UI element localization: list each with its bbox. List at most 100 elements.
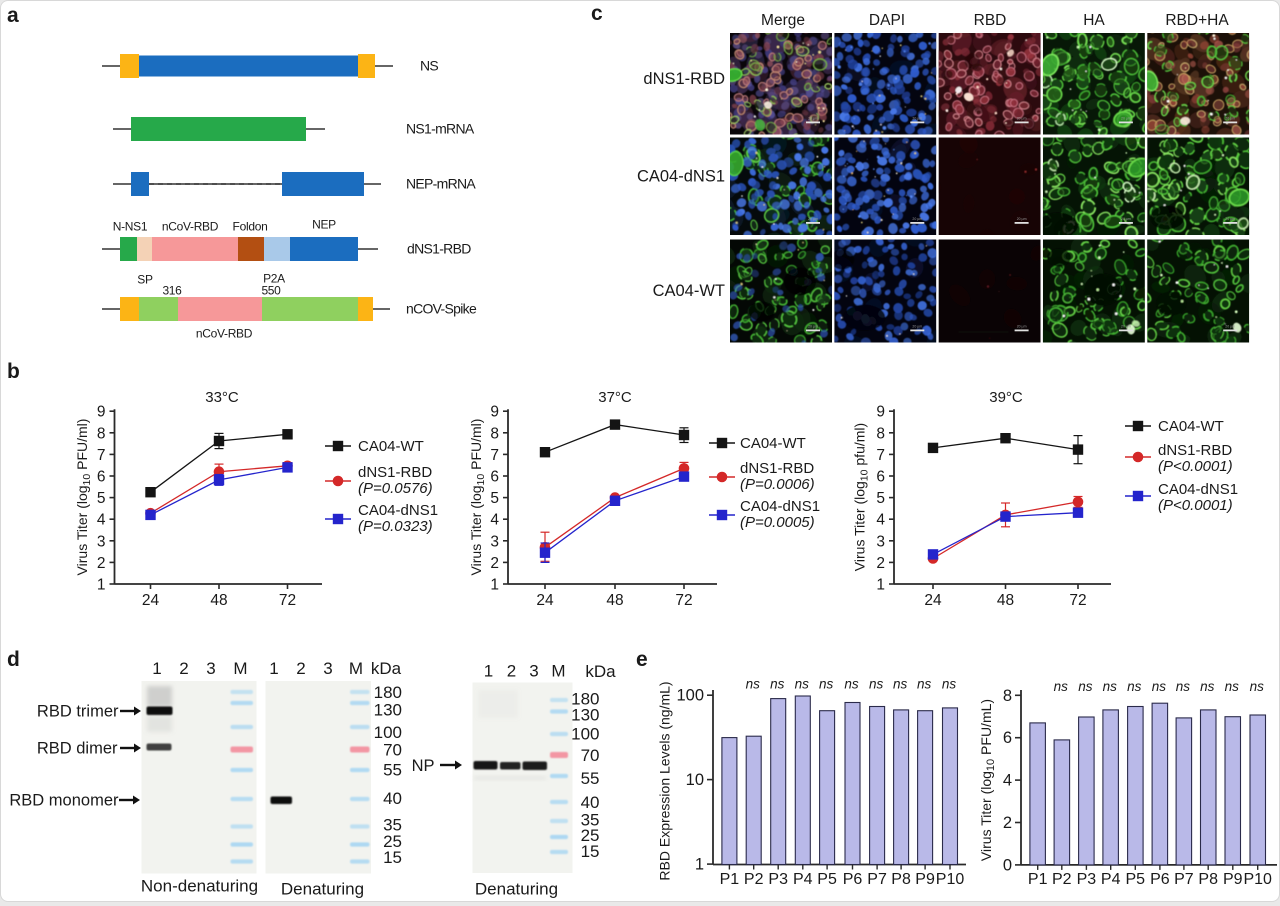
svg-text:24: 24 (536, 592, 554, 609)
svg-text:20 µm: 20 µm (1225, 117, 1235, 121)
svg-text:P10: P10 (936, 871, 965, 888)
svg-text:6: 6 (1003, 729, 1012, 747)
svg-text:NS1-mRNA: NS1-mRNA (406, 121, 475, 137)
svg-text:CA04-dNS1: CA04-dNS1 (637, 168, 725, 186)
svg-text:ns: ns (942, 677, 957, 692)
svg-text:ns: ns (795, 677, 810, 692)
svg-text:dNS1-RBD: dNS1-RBD (740, 460, 814, 477)
svg-text:39°C: 39°C (989, 389, 1023, 406)
svg-text:CA04-WT: CA04-WT (740, 435, 806, 452)
svg-text:8: 8 (1003, 687, 1012, 705)
svg-text:P9: P9 (915, 871, 935, 888)
svg-text:(P=0.0323): (P=0.0323) (358, 518, 433, 535)
svg-text:ns: ns (844, 677, 859, 692)
svg-text:33°C: 33°C (205, 389, 239, 406)
svg-text:CA04-WT: CA04-WT (1158, 418, 1224, 435)
svg-text:DAPI: DAPI (869, 12, 905, 29)
svg-text:P2: P2 (1052, 871, 1072, 888)
svg-text:1: 1 (97, 577, 106, 594)
svg-text:2: 2 (296, 659, 305, 678)
svg-text:100: 100 (571, 725, 599, 744)
svg-text:HA: HA (1083, 12, 1105, 29)
svg-text:RBD: RBD (974, 12, 1007, 29)
svg-text:70: 70 (581, 746, 600, 765)
svg-text:35: 35 (581, 811, 600, 830)
svg-text:24: 24 (142, 592, 160, 609)
svg-text:P4: P4 (1101, 871, 1121, 888)
svg-text:P8: P8 (1198, 871, 1218, 888)
svg-text:6: 6 (97, 469, 106, 486)
svg-text:CA04-dNS1: CA04-dNS1 (740, 498, 820, 515)
svg-text:8: 8 (490, 425, 499, 442)
svg-text:316: 316 (162, 284, 182, 298)
svg-text:dNS1-RBD: dNS1-RBD (1158, 442, 1232, 459)
svg-text:CA04-dNS1: CA04-dNS1 (1158, 481, 1238, 498)
svg-text:100: 100 (374, 723, 402, 742)
svg-text:ns: ns (1225, 679, 1240, 694)
svg-text:7: 7 (97, 447, 106, 464)
svg-text:ns: ns (1152, 679, 1167, 694)
svg-text:Denaturing: Denaturing (475, 880, 558, 899)
svg-text:P6: P6 (843, 871, 863, 888)
svg-text:CA04-dNS1: CA04-dNS1 (358, 502, 438, 519)
svg-text:P3: P3 (1077, 871, 1097, 888)
svg-text:P4: P4 (793, 871, 813, 888)
svg-text:ns: ns (1200, 679, 1215, 694)
svg-text:N-NS1: N-NS1 (113, 220, 148, 234)
svg-text:(P<0.0001): (P<0.0001) (1158, 497, 1233, 514)
svg-text:100: 100 (676, 687, 704, 705)
svg-text:1: 1 (490, 577, 499, 594)
svg-text:nCOV-Spike: nCOV-Spike (406, 301, 477, 317)
svg-text:9: 9 (97, 404, 106, 421)
svg-text:P1: P1 (720, 871, 740, 888)
svg-text:nCoV-RBD: nCoV-RBD (162, 220, 219, 234)
svg-text:8: 8 (876, 425, 885, 442)
svg-text:P1: P1 (1028, 871, 1048, 888)
svg-text:55: 55 (581, 769, 600, 788)
svg-text:NS: NS (420, 58, 438, 74)
svg-text:180: 180 (374, 683, 402, 702)
svg-text:Foldon: Foldon (233, 220, 268, 234)
svg-text:nCoV-RBD: nCoV-RBD (196, 327, 253, 341)
svg-text:M: M (233, 659, 247, 678)
svg-text:Virus Titer (log10 PFU/mL): Virus Titer (log10 PFU/mL) (978, 699, 997, 861)
svg-text:8: 8 (97, 425, 106, 442)
svg-text:2: 2 (97, 555, 106, 572)
svg-text:2: 2 (179, 659, 188, 678)
svg-text:ns: ns (1176, 679, 1191, 694)
svg-text:RBD+HA: RBD+HA (1165, 12, 1229, 29)
svg-text:6: 6 (876, 469, 885, 486)
svg-text:20 µm: 20 µm (1017, 117, 1027, 121)
svg-text:P7: P7 (867, 871, 887, 888)
svg-text:72: 72 (675, 592, 692, 609)
svg-text:NP: NP (412, 757, 435, 775)
svg-text:Virus Titer (log10 PFU/ml): Virus Titer (log10 PFU/ml) (468, 419, 487, 576)
svg-text:RBD Expression Levels (ng/mL): RBD Expression Levels (ng/mL) (657, 681, 673, 880)
svg-text:dNS1-RBD: dNS1-RBD (407, 241, 471, 257)
svg-text:NEP: NEP (312, 218, 336, 232)
svg-text:Non-denaturing: Non-denaturing (141, 877, 258, 896)
svg-text:7: 7 (876, 447, 885, 464)
svg-text:130: 130 (374, 701, 402, 720)
svg-text:20 µm: 20 µm (808, 325, 818, 329)
svg-text:RBD dimer: RBD dimer (37, 740, 118, 758)
svg-text:55: 55 (383, 761, 402, 780)
svg-text:P2: P2 (744, 871, 764, 888)
svg-text:ns: ns (1103, 679, 1118, 694)
svg-text:48: 48 (997, 592, 1014, 609)
svg-text:37°C: 37°C (598, 389, 632, 406)
svg-text:P7: P7 (1174, 871, 1194, 888)
svg-text:9: 9 (490, 404, 499, 421)
svg-text:ns: ns (1250, 679, 1265, 694)
svg-text:70: 70 (383, 741, 402, 760)
svg-text:4: 4 (876, 512, 885, 529)
svg-text:20 µm: 20 µm (1121, 117, 1131, 121)
svg-text:Denaturing: Denaturing (281, 880, 364, 899)
svg-text:0: 0 (1003, 856, 1012, 874)
svg-text:10: 10 (686, 771, 704, 789)
svg-text:ns: ns (869, 677, 884, 692)
svg-text:550: 550 (261, 284, 281, 298)
svg-text:ns: ns (1078, 679, 1093, 694)
svg-text:P2A: P2A (263, 272, 285, 286)
svg-text:35: 35 (383, 816, 402, 835)
